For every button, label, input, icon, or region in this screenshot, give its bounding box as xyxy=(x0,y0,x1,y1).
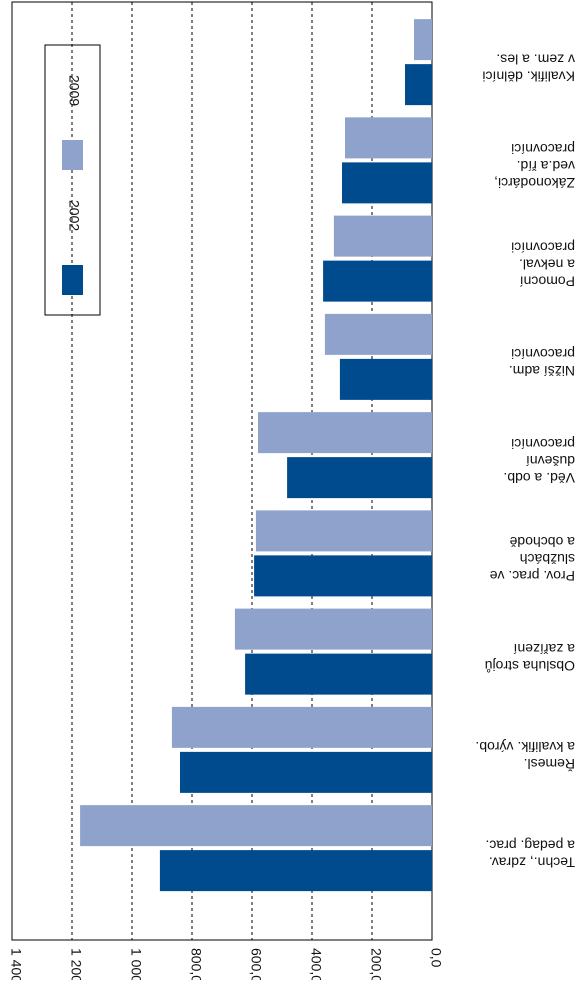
x-tick-label: Pomocní xyxy=(520,273,575,289)
x-tick-label: Nižší adm. xyxy=(509,363,575,379)
bar xyxy=(414,19,432,61)
bar xyxy=(287,457,432,499)
legend-swatch xyxy=(62,140,83,170)
bar xyxy=(345,117,432,159)
x-tick-label: a nekval. xyxy=(519,256,575,272)
x-tick-label: Věd. a odb. xyxy=(503,470,575,486)
x-tick-label: pracovníci xyxy=(511,346,575,362)
bar xyxy=(234,608,432,650)
x-tick-label: ved.a říd. xyxy=(517,158,575,174)
bar xyxy=(323,260,432,302)
legend-swatch xyxy=(62,265,83,295)
y-tick-label: 1 000,0 xyxy=(128,948,144,980)
x-tick-label: pracovníci xyxy=(511,436,575,452)
bar xyxy=(339,358,432,400)
bar xyxy=(80,805,432,847)
bar xyxy=(255,510,432,552)
y-tick-label: 200,0 xyxy=(368,948,384,980)
x-tick-label: Techn., zdrav. xyxy=(489,854,575,870)
y-tick-label: 1 400,0 xyxy=(8,948,24,980)
legend-label: 2009 xyxy=(66,75,82,106)
x-tick-label: duševní xyxy=(526,453,575,469)
x-tick-label: Zákonodárci, xyxy=(494,175,575,191)
bar xyxy=(245,653,432,695)
y-tick-label: 800,0 xyxy=(188,948,204,980)
bar xyxy=(254,555,432,597)
x-tick-label: pracovníci xyxy=(511,239,575,255)
x-tick-label: Kvalifik. dělníci xyxy=(482,68,575,84)
y-tick-label: 400,0 xyxy=(308,948,324,980)
bar xyxy=(180,751,432,793)
legend-label: 2002 xyxy=(66,200,82,231)
bar xyxy=(324,313,432,355)
bar xyxy=(159,850,432,892)
x-tick-label: a pedag. prac. xyxy=(485,837,575,853)
y-tick-label: 600,0 xyxy=(248,948,264,980)
x-tick-label: a zařízení xyxy=(513,641,575,657)
x-tick-label: a kvalifik. výrob. xyxy=(475,739,575,755)
y-tick-label: 0,0 xyxy=(428,948,444,968)
x-tick-label: Prov. prac. ve xyxy=(489,568,575,584)
x-tick-label: službách xyxy=(520,551,575,567)
x-tick-label: a obchodě xyxy=(509,534,575,550)
x-tick-label: Řemesl. xyxy=(524,756,575,772)
bar xyxy=(171,706,432,748)
x-tick-label: Obsluha strojů xyxy=(485,658,575,674)
x-tick-label: v zem. a les. xyxy=(496,51,575,67)
y-tick-label: 1 200,0 xyxy=(68,948,84,980)
bar xyxy=(405,64,432,106)
x-tick-label: pracovníci xyxy=(511,141,575,157)
bar xyxy=(258,412,432,454)
bar xyxy=(342,162,432,204)
bar xyxy=(333,215,432,257)
